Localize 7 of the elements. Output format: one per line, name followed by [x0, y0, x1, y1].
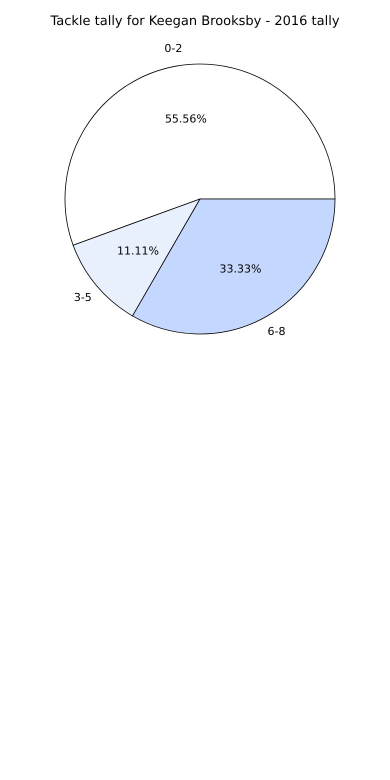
data-label: 11.11% — [116, 244, 159, 258]
data-label: 33.33% — [220, 262, 262, 276]
slice-label: 3-5 — [74, 290, 92, 304]
data-label: 55.56% — [164, 112, 207, 126]
slice-label: 0-2 — [164, 42, 182, 55]
slice-label: 6-8 — [268, 324, 286, 338]
chart-title: Tackle tally for Keegan Brooksby - 2016 tally — [49, 14, 341, 29]
